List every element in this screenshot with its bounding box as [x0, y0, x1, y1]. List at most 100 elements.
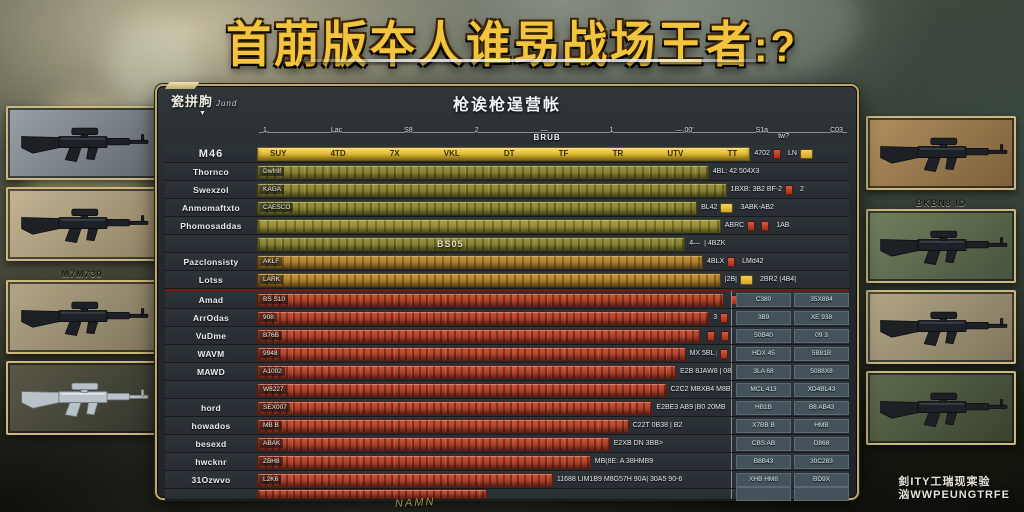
weapon-image: [866, 290, 1016, 364]
extra-cell-1: C380: [736, 292, 791, 307]
bar-segment-label: SUY: [270, 149, 287, 158]
bar-inner-label: L2K6: [260, 475, 282, 484]
stat-bar: ABAK: [257, 436, 610, 451]
row-label: Pazclonsisty: [183, 256, 239, 267]
table-row[interactable]: hwcknr ZBH8 MB(8E: A 38HMB9 B8B43 30C283: [165, 453, 849, 471]
table-row[interactable]: Pazclonsisty AKLF 4BLX LMd42: [165, 253, 849, 271]
rifle-icon: [21, 301, 149, 336]
bar-value-text: C22T 0B38 | B2: [632, 422, 683, 429]
table-row[interactable]: Anmomaftxto CAESCO BL42 3ABK-AB2: [165, 199, 849, 217]
extra-cell-2: HMB: [794, 418, 849, 433]
table-row[interactable]: ArrOdas 908 3H2 824 ED 3B9 XE 938: [165, 309, 849, 327]
bar-value-text: E2XB DN 3BB>: [613, 440, 663, 447]
red-badge: [761, 220, 770, 231]
weapon-card[interactable]: [866, 290, 1016, 364]
rifle-icon: [880, 392, 1008, 427]
row-label: Anmomaftxto: [181, 202, 241, 213]
stat-bar: [257, 218, 721, 233]
weapon-card[interactable]: M7M730: [6, 268, 158, 354]
table-row[interactable]: Swexzol KAGA 1BXB: 3B2 BF-2 2: [165, 181, 849, 199]
table-row[interactable]: besexd ABAK E2XB DN 3BB> CBS AB D868: [165, 435, 849, 453]
weapon-card[interactable]: [6, 187, 158, 261]
yellow-badge: [739, 274, 753, 285]
weapon-card[interactable]: [866, 116, 1016, 190]
table-row[interactable]: W8227 C2C2 MBXB4 M8B2 MCL 413 XD4BL43: [165, 381, 849, 399]
bar-inner-label: ZBH8: [260, 457, 283, 466]
row-bar-area: ABAK E2XB DN 3BB>: [257, 435, 731, 452]
watermark-line2: 汹WWPEUNGTRFE: [898, 489, 1010, 501]
chevron-down-icon: ▼: [199, 110, 207, 117]
row-extra-cells: MCL 413 XD4BL43: [731, 381, 849, 398]
row-bar-area: [257, 489, 731, 499]
weapon-image: [6, 280, 158, 354]
bar-segments: SUY 4TD 7X VKL DT TF TR UTV TT: [258, 149, 749, 158]
bar-value-text: 4BL: 42 504X3: [712, 168, 760, 175]
rifle-icon: [880, 230, 1008, 265]
axis-tick: Lac: [330, 127, 343, 134]
table-row[interactable]: M46 SUY 4TD 7X VKL DT TF TR UTV TT 4702 LN: [165, 145, 849, 163]
row-bar-area: Dwfrlif 4BL: 42 504X3: [257, 163, 849, 180]
table-row[interactable]: WAVM 9948 MX 5BL | DB 88 HDX 45 5B81B: [165, 345, 849, 363]
rifle-icon: [880, 311, 1008, 346]
stat-bar: [257, 489, 487, 499]
bar-value-text2: LMd42: [742, 258, 764, 265]
row-extra-cells: 50B40 09 3: [731, 327, 849, 344]
weapon-card-caption: M7M730: [61, 269, 103, 279]
bar-inner-label: AKLF: [260, 257, 283, 266]
row-label: M46: [198, 147, 224, 160]
row-bar-area: SEX007 E2BE3 AB9 |B0 20MB: [257, 399, 731, 416]
row-bar-area: SUY 4TD 7X VKL DT TF TR UTV TT 4702 LN: [257, 145, 849, 162]
table-row[interactable]: [165, 487, 849, 501]
weapon-card[interactable]: [6, 361, 158, 435]
bar-inner-label: 9948: [260, 349, 281, 358]
row-extra-cells: B8B43 30C283: [731, 453, 849, 470]
extra-cell-2: 09 3: [794, 328, 849, 343]
row-bar-area: 9948 MX 5BL | DB 88: [257, 345, 731, 362]
table-row[interactable]: Phomosaddas ABRC 1AB: [165, 217, 849, 235]
weapon-card[interactable]: [6, 106, 158, 180]
extra-cell-1: 50B40: [736, 328, 791, 343]
stat-bar: 9948: [257, 346, 686, 361]
bar-segment-label: TF: [558, 149, 569, 158]
row-bar-area: L2K6 11688 LIM1B9 M8G57H 90A| 30A5 90-6: [257, 471, 731, 488]
row-label: hwcknr: [195, 456, 227, 467]
red-badge: [785, 184, 794, 195]
table-row[interactable]: VuDme B76B ET23 | B42B2 50B40 09 3: [165, 327, 849, 345]
row-bar-area: CAESCO BL42 3ABK-AB2: [257, 199, 849, 216]
sort-dropdown[interactable]: 瓷拼朐 Jund ▼: [171, 91, 847, 117]
row-extra-cells: [731, 487, 849, 501]
row-extra-cells: HDX 45 5B81B: [731, 345, 849, 362]
weapon-card[interactable]: BKBN8 ID: [866, 197, 1016, 283]
table-row[interactable]: howados MB B C22T 0B38 | B2 X7BB B HMB: [165, 417, 849, 435]
row-label: 31Ozwvo: [191, 474, 231, 485]
bar-segment-label: VKL: [443, 149, 460, 158]
stat-bar: BS05: [257, 236, 686, 251]
table-row[interactable]: 31Ozwvo L2K6 11688 LIM1B9 M8G57H 90A| 30…: [165, 471, 849, 489]
table-row[interactable]: Thornco Dwfrlif 4BL: 42 504X3: [165, 163, 849, 181]
bar-value-text: 11688 LIM1B9 M8G57H 90A| 30A5 90-6: [556, 476, 683, 483]
axis-sublabels: BRUB tw?: [259, 133, 847, 144]
bar-segment-label: 4TD: [330, 149, 346, 158]
table-row[interactable]: hord SEX007 E2BE3 AB9 |B0 20MB HB1B B8 A…: [165, 399, 849, 417]
row-bar-area: ZBH8 MB(8E: A 38HMB9: [257, 453, 731, 470]
stat-bar: Dwfrlif: [257, 164, 709, 179]
axis-tick: 2: [474, 127, 479, 134]
extra-cell-1: MCL 413: [736, 382, 791, 397]
bar-inner-label: KAGA: [260, 185, 285, 194]
weapon-card[interactable]: [866, 371, 1016, 445]
watermark-stamp: 釗ITY工瑞现寀验 汹WWPEUNGTRFE: [898, 476, 1010, 502]
red-badge: [772, 148, 781, 159]
table-row[interactable]: BS05 4— | 4BZK: [165, 235, 849, 253]
bar-value-text: 3H2 824 ED: [713, 314, 717, 321]
table-row[interactable]: Amad BS S10 2B4B2 C380 35X884: [165, 289, 849, 309]
yellow-badge: [799, 148, 813, 159]
row-extra-cells: 3B9 XE 938: [731, 309, 849, 326]
bar-value-text: 4BLX: [707, 258, 725, 265]
row-bar-area: B76B ET23 | B42B2: [257, 327, 731, 344]
table-row[interactable]: Lotss LARK |2B| 2BR2 (4B4|: [165, 271, 849, 289]
extra-cell-1: XHB HM8: [736, 472, 791, 487]
table-row[interactable]: MAWD A1002 E2B 8JAW8 | 082 3LA 68 5088X8: [165, 363, 849, 381]
row-bar-area: BS S10 2B4B2: [257, 291, 739, 308]
stats-table: M46 SUY 4TD 7X VKL DT TF TR UTV TT 4702 LN Thorn…: [165, 145, 849, 501]
axis-tick: 1: [609, 127, 614, 134]
